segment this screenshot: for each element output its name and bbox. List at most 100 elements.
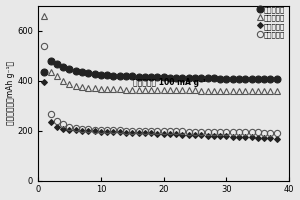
第三实施例 bbox=[262, 78, 266, 80]
第一对比例 bbox=[49, 113, 52, 116]
第一对比例 bbox=[93, 128, 96, 131]
第三实施例 bbox=[130, 75, 134, 78]
第一对比例 bbox=[74, 127, 77, 129]
第三实施例 bbox=[243, 78, 247, 80]
第二对比例 bbox=[105, 131, 109, 133]
第四实施例 bbox=[237, 90, 241, 92]
第三实施例 bbox=[99, 73, 103, 76]
第三实施例 bbox=[256, 78, 260, 80]
第三实施例 bbox=[187, 77, 190, 79]
第二对比例 bbox=[74, 129, 77, 131]
第二对比例 bbox=[193, 134, 197, 136]
第二对比例 bbox=[275, 137, 278, 140]
第一对比例 bbox=[80, 127, 84, 130]
第四实施例 bbox=[105, 88, 109, 90]
第二对比例 bbox=[86, 130, 90, 132]
第一对比例 bbox=[118, 129, 122, 132]
第一对比例 bbox=[193, 130, 197, 133]
第一对比例 bbox=[86, 128, 90, 130]
第四实施例 bbox=[162, 89, 165, 91]
第四实施例 bbox=[268, 90, 272, 92]
第三实施例 bbox=[93, 72, 96, 75]
第三实施例 bbox=[231, 77, 235, 80]
第四实施例 bbox=[243, 90, 247, 92]
第二对比例 bbox=[237, 136, 241, 138]
Line: 第四实施例: 第四实施例 bbox=[41, 12, 280, 94]
第一对比例 bbox=[218, 131, 222, 133]
第二对比例 bbox=[218, 135, 222, 137]
第二对比例 bbox=[124, 131, 128, 134]
第四实施例 bbox=[212, 89, 216, 92]
第二对比例 bbox=[68, 128, 71, 131]
第四实施例 bbox=[250, 90, 253, 92]
第四实施例 bbox=[262, 90, 266, 92]
第一对比例 bbox=[225, 131, 228, 133]
第一对比例 bbox=[68, 126, 71, 128]
第一对比例 bbox=[124, 129, 128, 132]
第二对比例 bbox=[112, 131, 115, 133]
第二对比例 bbox=[143, 132, 147, 134]
第四实施例 bbox=[68, 83, 71, 86]
第一对比例 bbox=[61, 123, 65, 126]
第二对比例 bbox=[206, 134, 209, 137]
第三实施例 bbox=[68, 68, 71, 71]
第一对比例 bbox=[130, 129, 134, 132]
第二对比例 bbox=[256, 136, 260, 139]
第一对比例 bbox=[262, 131, 266, 134]
第一对比例 bbox=[43, 44, 46, 47]
第二对比例 bbox=[212, 135, 216, 137]
第一对比例 bbox=[275, 132, 278, 134]
第三实施例 bbox=[112, 74, 115, 77]
第四实施例 bbox=[206, 89, 209, 92]
第三实施例 bbox=[268, 78, 272, 80]
第四实施例 bbox=[93, 87, 96, 90]
第二对比例 bbox=[181, 133, 184, 136]
第二对比例 bbox=[61, 128, 65, 130]
第二对比例 bbox=[137, 132, 140, 134]
第二对比例 bbox=[55, 126, 59, 128]
第二对比例 bbox=[130, 132, 134, 134]
第二对比例 bbox=[43, 81, 46, 83]
第一对比例 bbox=[268, 131, 272, 134]
第三实施例 bbox=[168, 76, 172, 79]
第一对比例 bbox=[231, 131, 235, 133]
第一对比例 bbox=[200, 130, 203, 133]
第一对比例 bbox=[137, 129, 140, 132]
第四实施例 bbox=[168, 89, 172, 91]
第一对比例 bbox=[187, 130, 190, 133]
第三实施例 bbox=[162, 76, 165, 79]
第一对比例 bbox=[250, 131, 253, 134]
第四实施例 bbox=[112, 88, 115, 90]
第一对比例 bbox=[237, 131, 241, 133]
第一对比例 bbox=[256, 131, 260, 134]
第四实施例 bbox=[218, 89, 222, 92]
第一对比例 bbox=[162, 130, 165, 132]
第二对比例 bbox=[250, 136, 253, 139]
第二对比例 bbox=[200, 134, 203, 137]
第二对比例 bbox=[225, 135, 228, 138]
第四实施例 bbox=[225, 89, 228, 92]
第三实施例 bbox=[212, 77, 216, 80]
第二对比例 bbox=[168, 133, 172, 135]
第三实施例 bbox=[137, 75, 140, 78]
第一对比例 bbox=[112, 129, 115, 131]
第四实施例 bbox=[143, 89, 147, 91]
第二对比例 bbox=[162, 133, 165, 135]
第三实施例 bbox=[181, 77, 184, 79]
第三实施例 bbox=[193, 77, 197, 79]
Text: 电流密度： 100 mA g⁻¹: 电流密度： 100 mA g⁻¹ bbox=[134, 78, 207, 87]
第三实施例 bbox=[86, 71, 90, 74]
第二对比例 bbox=[231, 135, 235, 138]
第四实施例 bbox=[118, 88, 122, 91]
第二对比例 bbox=[268, 137, 272, 139]
第四实施例 bbox=[74, 85, 77, 87]
第三实施例 bbox=[250, 78, 253, 80]
第一对比例 bbox=[105, 129, 109, 131]
Y-axis label: 放电比容量（mAh g⁻¹）: 放电比容量（mAh g⁻¹） bbox=[6, 61, 15, 125]
第一对比例 bbox=[206, 130, 209, 133]
第四实施例 bbox=[55, 74, 59, 77]
第二对比例 bbox=[49, 121, 52, 123]
第四实施例 bbox=[231, 90, 235, 92]
第二对比例 bbox=[187, 134, 190, 136]
第四实施例 bbox=[193, 89, 197, 92]
